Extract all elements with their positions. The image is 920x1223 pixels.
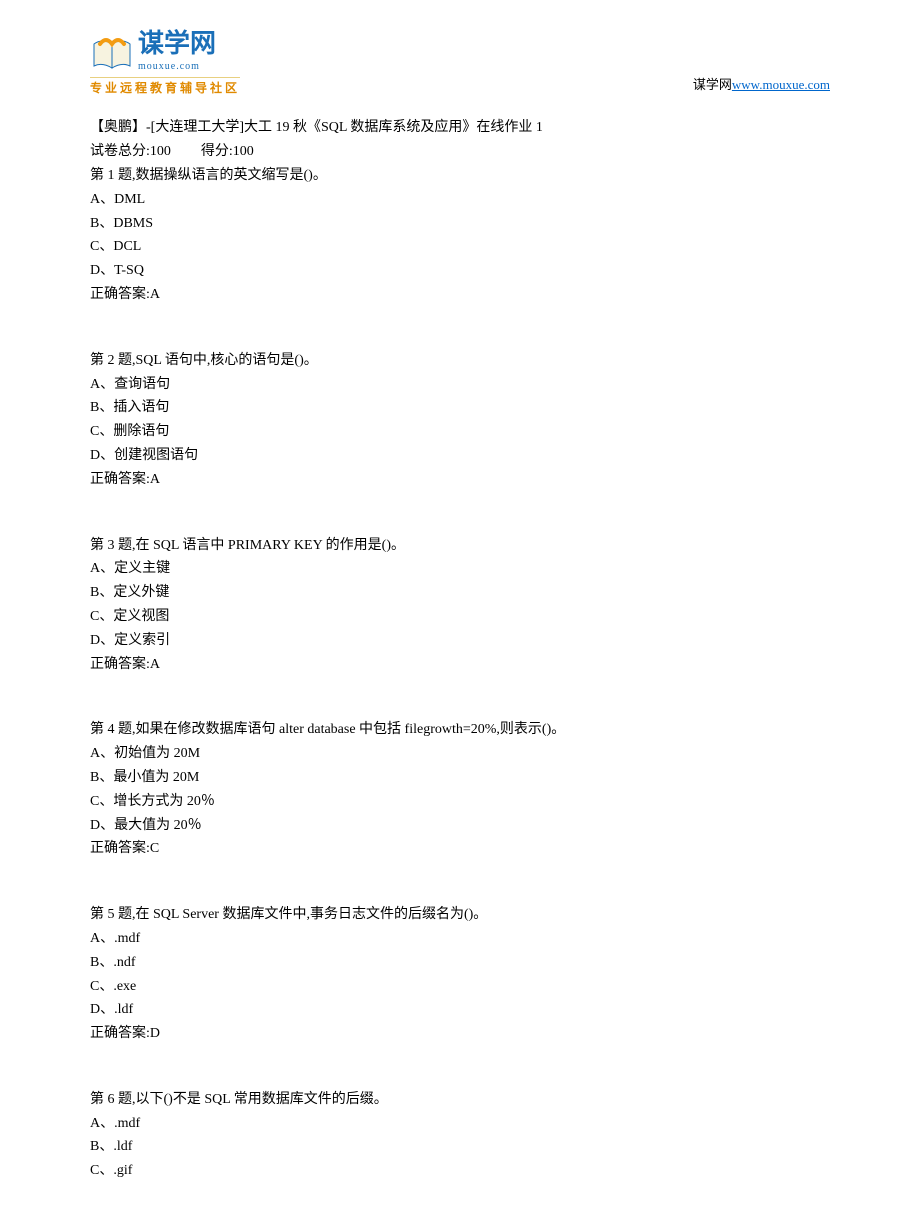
content: 【奥鹏】-[大连理工大学]大工 19 秋《SQL 数据库系统及应用》在线作业 1…	[90, 116, 830, 1183]
question-stem: 第 5 题,在 SQL Server 数据库文件中,事务日志文件的后缀名为()。	[90, 903, 830, 927]
question-block: 第 3 题,在 SQL 语言中 PRIMARY KEY 的作用是()。A、定义主…	[90, 534, 830, 677]
site-label: 谋学网	[693, 77, 732, 92]
doc-title: 【奥鹏】-[大连理工大学]大工 19 秋《SQL 数据库系统及应用》在线作业 1	[90, 116, 830, 140]
answer: 正确答案:A	[90, 283, 830, 307]
option: A、DML	[90, 188, 830, 212]
question-stem: 第 1 题,数据操纵语言的英文缩写是()。	[90, 164, 830, 188]
book-icon	[90, 34, 134, 72]
option: C、.exe	[90, 975, 830, 999]
option: D、T-SQ	[90, 259, 830, 283]
question-block: 第 6 题,以下()不是 SQL 常用数据库文件的后缀。A、.mdfB、.ldf…	[90, 1088, 830, 1183]
question-block: 第 1 题,数据操纵语言的英文缩写是()。A、DMLB、DBMSC、DCLD、T…	[90, 164, 830, 307]
option: D、定义索引	[90, 629, 830, 653]
answer: 正确答案:C	[90, 837, 830, 861]
option: C、增长方式为 20％	[90, 790, 830, 814]
answer: 正确答案:A	[90, 468, 830, 492]
option: A、.mdf	[90, 1112, 830, 1136]
total-score: 试卷总分:100	[90, 144, 171, 159]
questions-container: 第 1 题,数据操纵语言的英文缩写是()。A、DMLB、DBMSC、DCLD、T…	[90, 164, 830, 1183]
header: 谋学网 mouxue.com 专业远程教育辅导社区 谋学网www.mouxue.…	[90, 30, 830, 98]
logo-tagline: 专业远程教育辅导社区	[90, 77, 240, 98]
answer: 正确答案:D	[90, 1022, 830, 1046]
question-block: 第 2 题,SQL 语句中,核心的语句是()。A、查询语句B、插入语句C、删除语…	[90, 349, 830, 492]
option: C、DCL	[90, 235, 830, 259]
option: D、创建视图语句	[90, 444, 830, 468]
option: A、定义主键	[90, 557, 830, 581]
option: B、.ndf	[90, 951, 830, 975]
site-ref: 谋学网www.mouxue.com	[693, 74, 830, 98]
score-line: 试卷总分:100 得分:100	[90, 140, 830, 164]
option: D、最大值为 20％	[90, 814, 830, 838]
option: B、最小值为 20M	[90, 766, 830, 790]
option: A、查询语句	[90, 373, 830, 397]
logo-block: 谋学网 mouxue.com 专业远程教育辅导社区	[90, 30, 240, 98]
option: A、初始值为 20M	[90, 742, 830, 766]
logo-row: 谋学网 mouxue.com	[90, 30, 216, 75]
site-link[interactable]: www.mouxue.com	[732, 77, 830, 92]
option: B、DBMS	[90, 212, 830, 236]
question-stem: 第 6 题,以下()不是 SQL 常用数据库文件的后缀。	[90, 1088, 830, 1112]
question-block: 第 5 题,在 SQL Server 数据库文件中,事务日志文件的后缀名为()。…	[90, 903, 830, 1046]
option: B、定义外键	[90, 581, 830, 605]
answer: 正确答案:A	[90, 653, 830, 677]
option: C、定义视图	[90, 605, 830, 629]
question-block: 第 4 题,如果在修改数据库语句 alter database 中包括 file…	[90, 718, 830, 861]
logo-cn: 谋学网	[138, 30, 216, 56]
question-stem: 第 3 题,在 SQL 语言中 PRIMARY KEY 的作用是()。	[90, 534, 830, 558]
option: B、插入语句	[90, 396, 830, 420]
option: A、.mdf	[90, 927, 830, 951]
option: C、删除语句	[90, 420, 830, 444]
question-stem: 第 4 题,如果在修改数据库语句 alter database 中包括 file…	[90, 718, 830, 742]
page: 谋学网 mouxue.com 专业远程教育辅导社区 谋学网www.mouxue.…	[0, 0, 920, 1223]
option: B、.ldf	[90, 1135, 830, 1159]
logo-title: 谋学网	[138, 30, 216, 56]
option: D、.ldf	[90, 998, 830, 1022]
question-stem: 第 2 题,SQL 语句中,核心的语句是()。	[90, 349, 830, 373]
logo-text: 谋学网 mouxue.com	[138, 30, 216, 75]
logo-pinyin: mouxue.com	[138, 58, 216, 75]
option: C、.gif	[90, 1159, 830, 1183]
earned-score: 得分:100	[201, 144, 254, 159]
